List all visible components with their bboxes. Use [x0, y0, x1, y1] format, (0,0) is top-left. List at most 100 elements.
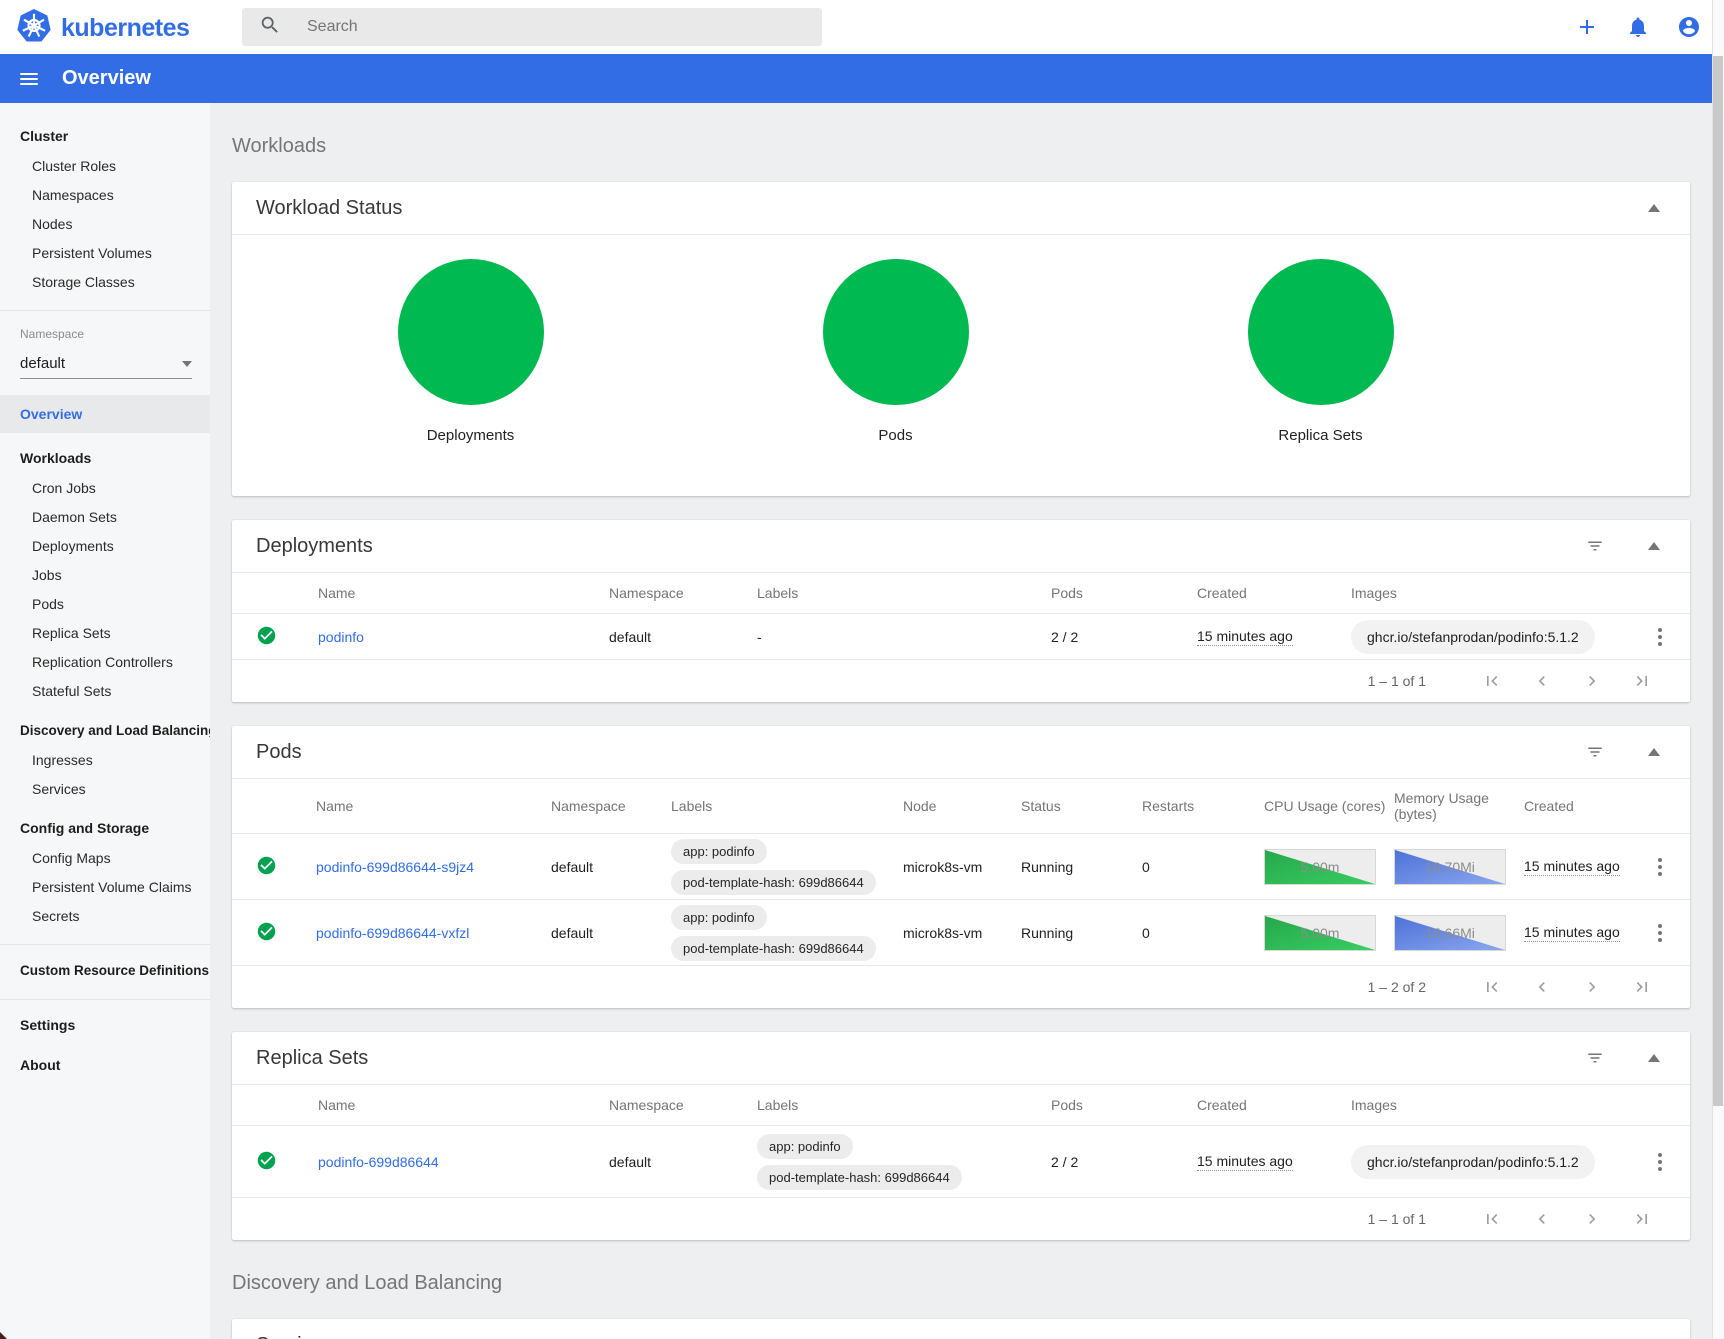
deployment-name-link[interactable]: podinfo — [318, 629, 609, 645]
replica-set-name-link[interactable]: podinfo-699d86644 — [318, 1154, 609, 1170]
sidebar-item-daemon-sets[interactable]: Daemon Sets — [0, 502, 210, 531]
sidebar-item-persistent-volume-claims[interactable]: Persistent Volume Claims — [0, 872, 210, 901]
col-created: Created — [1197, 1097, 1351, 1113]
row-menu-kebab-icon[interactable] — [1654, 1149, 1666, 1175]
next-page-icon[interactable] — [1582, 1209, 1602, 1229]
col-node: Node — [903, 798, 1021, 814]
filter-icon[interactable] — [1586, 537, 1604, 555]
sidebar-item-custom-resource-definitions[interactable]: Custom Resource Definitions — [0, 955, 210, 985]
pod-name-link[interactable]: podinfo-699d86644-vxfzl — [316, 925, 551, 941]
sidebar-item-namespaces[interactable]: Namespaces — [0, 180, 210, 209]
sidebar-item-about[interactable]: About — [0, 1050, 210, 1080]
last-page-icon[interactable] — [1632, 1209, 1652, 1229]
prev-page-icon[interactable] — [1532, 1209, 1552, 1229]
sidebar-item-jobs[interactable]: Jobs — [0, 560, 210, 589]
deployment-pods: 2 / 2 — [1051, 629, 1197, 645]
pod-name-link[interactable]: podinfo-699d86644-s9jz4 — [316, 859, 551, 875]
sidebar-item-storage-classes[interactable]: Storage Classes — [0, 267, 210, 296]
row-menu-kebab-icon[interactable] — [1654, 920, 1666, 946]
sidebar-item-cron-jobs[interactable]: Cron Jobs — [0, 473, 210, 502]
corner-artifact — [0, 1332, 7, 1339]
sidebar-item-ingresses[interactable]: Ingresses — [0, 745, 210, 774]
last-page-icon[interactable] — [1632, 671, 1652, 691]
next-page-icon[interactable] — [1582, 977, 1602, 997]
sidebar-item-overview[interactable]: Overview — [0, 395, 210, 433]
replica-set-image-chip: ghcr.io/stefanprodan/podinfo:5.1.2 — [1351, 1145, 1595, 1179]
kubernetes-brand[interactable]: kubernetes — [16, 8, 189, 49]
pods-card: Pods Name Namespace Labels Node Status R… — [232, 726, 1690, 1008]
sidebar-divider — [0, 944, 210, 945]
sidebar-item-services[interactable]: Services — [0, 774, 210, 803]
col-images: Images — [1351, 1097, 1622, 1113]
col-status: Status — [1021, 798, 1142, 814]
collapse-card-icon[interactable] — [1648, 204, 1660, 212]
sidebar-header-config-storage[interactable]: Config and Storage — [0, 813, 210, 843]
sidebar-item-settings[interactable]: Settings — [0, 1010, 210, 1040]
replica-set-label-chip: pod-template-hash: 699d86644 — [757, 1165, 962, 1190]
col-created: Created — [1524, 798, 1622, 814]
first-page-icon[interactable] — [1482, 671, 1502, 691]
top-header: kubernetes — [0, 0, 1724, 54]
col-name: Name — [318, 585, 609, 601]
sidebar-item-deployments[interactable]: Deployments — [0, 531, 210, 560]
deployments-card: Deployments Name Namespace Labels Pods C… — [232, 520, 1690, 702]
sidebar-item-replica-sets[interactable]: Replica Sets — [0, 618, 210, 647]
first-page-icon[interactable] — [1482, 1209, 1502, 1229]
search-input[interactable] — [307, 18, 747, 36]
collapse-card-icon[interactable] — [1648, 748, 1660, 756]
sidebar-item-replication-controllers[interactable]: Replication Controllers — [0, 647, 210, 676]
namespace-label: Namespace — [0, 327, 210, 341]
filter-icon[interactable] — [1586, 1049, 1604, 1067]
sidebar-item-pods[interactable]: Pods — [0, 589, 210, 618]
page-scrollbar[interactable] — [1712, 0, 1724, 1339]
prev-page-icon[interactable] — [1532, 977, 1552, 997]
notifications-bell-icon[interactable] — [1626, 15, 1650, 39]
create-resource-button[interactable] — [1575, 15, 1599, 39]
status-ok-icon — [256, 921, 316, 945]
filter-icon[interactable] — [1586, 743, 1604, 761]
search-icon — [259, 14, 281, 41]
deployments-status-chart: Deployments — [258, 247, 683, 444]
collapse-card-icon[interactable] — [1648, 542, 1660, 550]
sidebar-header-cluster[interactable]: Cluster — [0, 121, 210, 151]
sidebar-item-stateful-sets[interactable]: Stateful Sets — [0, 676, 210, 705]
pods-title: Pods — [256, 741, 302, 764]
pod-label-chip: pod-template-hash: 699d86644 — [671, 870, 876, 895]
collapse-card-icon[interactable] — [1648, 1054, 1660, 1062]
status-ok-icon — [256, 855, 316, 879]
row-menu-kebab-icon[interactable] — [1654, 854, 1666, 880]
sidebar-item-config-maps[interactable]: Config Maps — [0, 843, 210, 872]
status-ok-icon — [256, 1150, 318, 1174]
sidebar-item-nodes[interactable]: Nodes — [0, 209, 210, 238]
memory-usage-sparkline: 16.70Mi — [1394, 849, 1506, 885]
cpu-usage-sparkline: 5.00m — [1264, 915, 1376, 951]
col-namespace: Namespace — [609, 585, 757, 601]
cpu-usage-value: 5.00m — [1265, 850, 1375, 884]
sidebar-item-cluster-roles[interactable]: Cluster Roles — [0, 151, 210, 180]
pagination-range: 1 – 1 of 1 — [1368, 673, 1426, 689]
col-pods: Pods — [1051, 585, 1197, 601]
account-user-icon[interactable] — [1677, 15, 1701, 39]
search-bar[interactable] — [242, 8, 822, 46]
namespace-select[interactable]: default — [20, 349, 192, 379]
first-page-icon[interactable] — [1482, 977, 1502, 997]
row-menu-kebab-icon[interactable] — [1654, 624, 1666, 650]
scrollbar-thumb[interactable] — [1713, 56, 1723, 1106]
pod-status: Running — [1021, 859, 1142, 875]
menu-hamburger-icon[interactable] — [20, 73, 38, 85]
sidebar-header-workloads[interactable]: Workloads — [0, 443, 210, 473]
prev-page-icon[interactable] — [1532, 671, 1552, 691]
pod-restarts: 0 — [1142, 859, 1264, 875]
last-page-icon[interactable] — [1632, 977, 1652, 997]
pod-node: microk8s-vm — [903, 925, 1021, 941]
sidebar-header-discovery[interactable]: Discovery and Load Balancing — [0, 715, 210, 745]
sidebar-item-persistent-volumes[interactable]: Persistent Volumes — [0, 238, 210, 267]
main-content: Workloads Workload Status Deployments Po… — [210, 103, 1712, 1339]
col-cpu: CPU Usage (cores) — [1264, 798, 1394, 814]
brand-title: kubernetes — [61, 14, 189, 43]
sidebar-item-secrets[interactable]: Secrets — [0, 901, 210, 930]
replica-sets-table-header: Name Namespace Labels Pods Created Image… — [232, 1084, 1690, 1126]
next-page-icon[interactable] — [1582, 671, 1602, 691]
replica-sets-title: Replica Sets — [256, 1047, 368, 1070]
col-name: Name — [318, 1097, 609, 1113]
